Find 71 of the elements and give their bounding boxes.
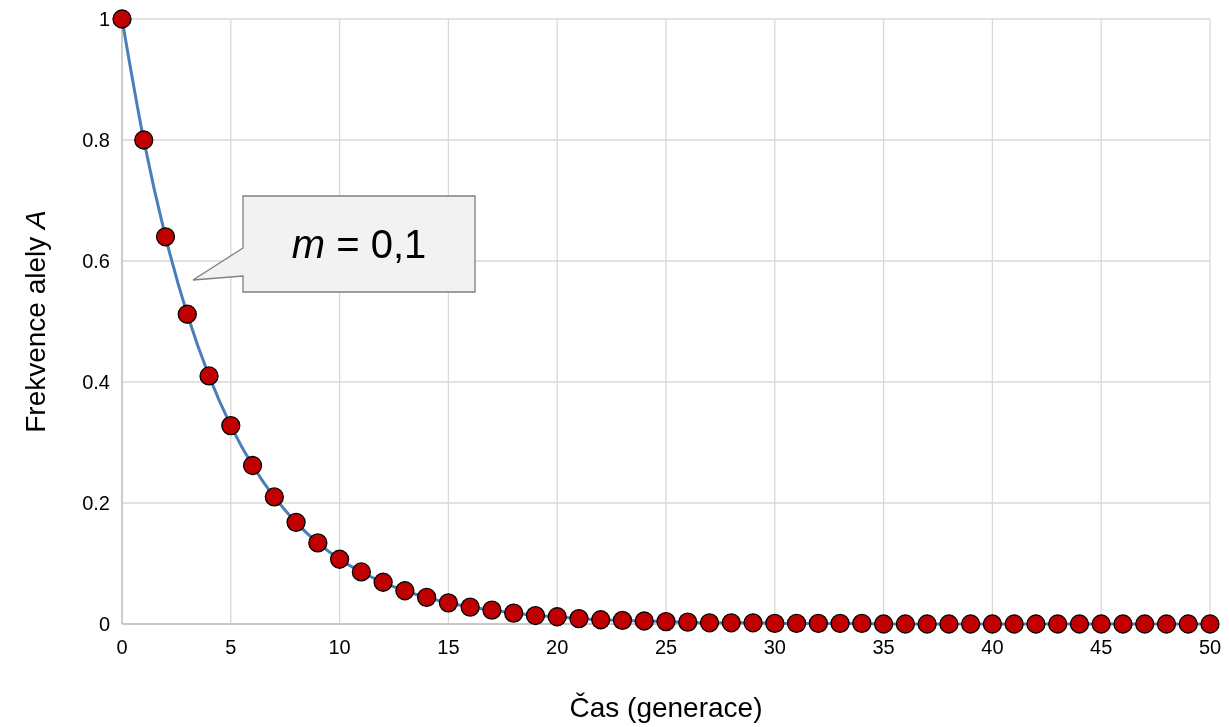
point xyxy=(199,366,219,386)
point xyxy=(155,227,176,247)
point xyxy=(308,533,328,553)
x-tick-label: 35 xyxy=(872,636,895,658)
x-tick-label: 10 xyxy=(328,636,351,658)
x-tick-label: 15 xyxy=(437,636,460,658)
point xyxy=(765,613,785,634)
x-tick-label: 45 xyxy=(1090,636,1113,658)
y-axis-title: Frekvence alely A xyxy=(20,210,51,433)
point xyxy=(982,614,1003,634)
point xyxy=(242,455,263,476)
point xyxy=(591,610,611,630)
point xyxy=(264,487,284,507)
point xyxy=(678,612,698,632)
point xyxy=(808,613,828,634)
point xyxy=(416,587,437,608)
point xyxy=(351,562,372,582)
y-tick-label: 0.4 xyxy=(82,371,110,393)
point xyxy=(634,611,654,631)
point xyxy=(939,614,959,634)
point xyxy=(177,304,197,324)
y-tick-label: 0 xyxy=(98,613,110,635)
point xyxy=(1113,614,1133,634)
annotation: m = 0,1 xyxy=(291,222,427,266)
point xyxy=(1091,614,1111,634)
point xyxy=(373,572,393,592)
point xyxy=(286,512,306,533)
y-tick-label: 0.6 xyxy=(82,250,110,272)
point xyxy=(1135,614,1155,634)
y-tick-label: 0.8 xyxy=(82,129,110,151)
x-tick-label: 30 xyxy=(763,636,786,658)
x-axis-title: Čas (generace) xyxy=(569,692,763,723)
x-tick-label: 20 xyxy=(546,636,569,658)
point xyxy=(917,614,937,634)
point xyxy=(852,613,872,634)
point xyxy=(960,614,981,634)
point xyxy=(395,581,415,601)
point xyxy=(569,608,589,629)
point xyxy=(438,593,459,613)
point xyxy=(1026,614,1046,634)
point xyxy=(656,611,676,632)
point xyxy=(786,613,807,634)
x-tick-label: 5 xyxy=(225,636,237,658)
point xyxy=(721,613,741,633)
point xyxy=(699,613,720,633)
point xyxy=(895,614,916,634)
point xyxy=(134,130,154,150)
point xyxy=(329,549,350,569)
point xyxy=(504,603,524,623)
y-tick-label: 0.2 xyxy=(82,492,110,514)
x-tick-label: 0 xyxy=(116,636,128,658)
point xyxy=(482,600,502,620)
point xyxy=(873,614,894,634)
point xyxy=(460,597,480,617)
point xyxy=(112,9,132,29)
x-tick-label: 25 xyxy=(654,636,678,658)
point xyxy=(830,613,850,634)
x-tick-label: 50 xyxy=(1198,636,1222,658)
point xyxy=(525,605,546,626)
y-tick-label: 1 xyxy=(98,8,110,30)
point xyxy=(1048,614,1068,634)
point xyxy=(743,613,763,633)
point xyxy=(1069,614,1090,634)
x-tick-label: 40 xyxy=(981,636,1004,658)
point xyxy=(221,415,241,436)
point xyxy=(1004,614,1024,634)
point xyxy=(1200,614,1220,634)
point xyxy=(1178,614,1198,634)
point xyxy=(547,607,567,627)
point xyxy=(612,610,633,631)
point xyxy=(1156,614,1177,634)
